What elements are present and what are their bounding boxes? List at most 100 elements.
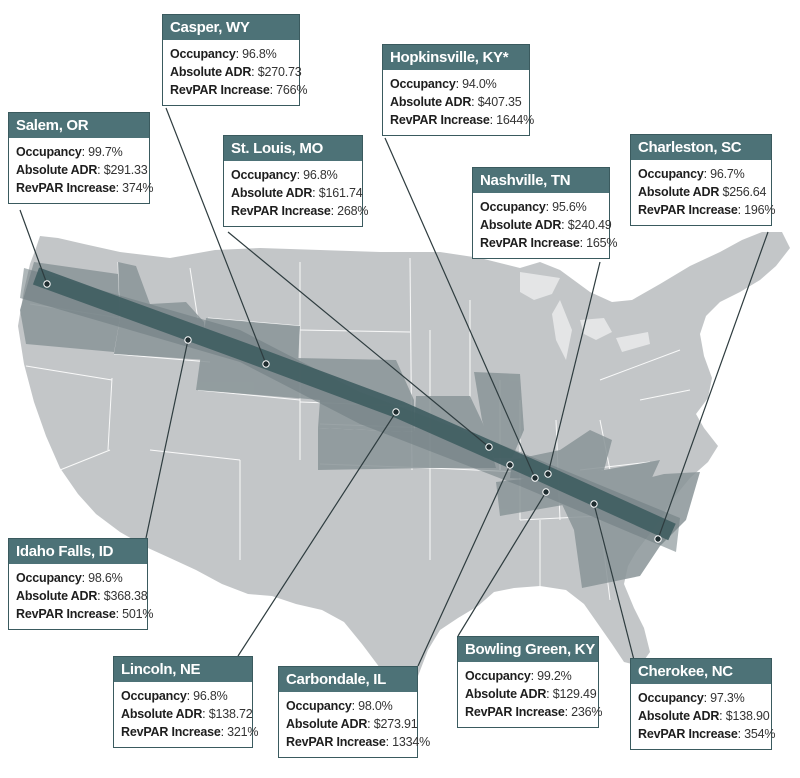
occupancy-label: Occupancy <box>638 691 704 705</box>
state-illinois <box>474 372 524 458</box>
marker-nashville <box>544 470 552 478</box>
marker-casper <box>262 360 270 368</box>
revpar-label: RevPAR Increase <box>390 113 490 127</box>
city-name: Charleston, SC <box>631 135 771 160</box>
adr-label: Absolute ADR <box>638 709 720 723</box>
occupancy-label: Occupancy <box>231 168 297 182</box>
occupancy-value: 96.7% <box>710 167 745 181</box>
occupancy-value: 96.8% <box>193 689 228 703</box>
marker-cherokee <box>590 500 598 508</box>
marker-carbondale <box>506 461 514 469</box>
city-name: Cherokee, NC <box>631 659 771 684</box>
occupancy-label: Occupancy <box>16 145 82 159</box>
city-name: Nashville, TN <box>473 168 609 193</box>
adr-value: $368.38 <box>103 589 148 603</box>
adr-value: $138.72 <box>208 707 253 721</box>
adr-label: Absolute ADR <box>16 589 98 603</box>
marker-bowlinggreen <box>542 488 550 496</box>
revpar-label: RevPAR Increase <box>465 705 565 719</box>
adr-value: $270.73 <box>257 65 302 79</box>
adr-value: $129.49 <box>552 687 597 701</box>
city-card-stlouis: St. Louis, MO Occupancy: 96.8% Absolute … <box>223 135 369 227</box>
leader-lines <box>19 107 769 667</box>
adr-label: Absolute ADR <box>286 717 368 731</box>
adr-label: Absolute ADR <box>16 163 98 177</box>
adr-value: $161.74 <box>318 186 363 200</box>
city-name: Salem, OR <box>9 113 149 138</box>
city-card-carbondale: Carbondale, IL Occupancy: 98.0% Absolute… <box>278 666 430 758</box>
city-markers <box>43 280 662 543</box>
city-card-cherokee: Cherokee, NC Occupancy: 97.3% Absolute A… <box>630 658 776 750</box>
adr-value: $138.90 <box>725 709 770 723</box>
marker-charleston <box>654 535 662 543</box>
occupancy-label: Occupancy <box>465 669 531 683</box>
occupancy-value: 98.0% <box>358 699 393 713</box>
occupancy-value: 99.2% <box>537 669 572 683</box>
revpar-value: 1334% <box>392 735 431 749</box>
great-lakes <box>520 272 650 360</box>
adr-value: $256.64 <box>722 185 767 199</box>
occupancy-label: Occupancy <box>16 571 82 585</box>
adr-label: Absolute ADR <box>170 65 252 79</box>
city-name: Carbondale, IL <box>279 667 417 692</box>
city-card-charleston: Charleston, SC Occupancy: 96.7% Absolute… <box>630 134 776 226</box>
revpar-value: 501% <box>122 607 154 621</box>
occupancy-label: Occupancy <box>170 47 236 61</box>
city-name: Bowling Green, KY <box>458 637 598 662</box>
city-card-salem: Salem, OR Occupancy: 99.7% Absolute ADR:… <box>8 112 154 204</box>
occupancy-value: 97.3% <box>710 691 745 705</box>
occupancy-value: 94.0% <box>462 77 497 91</box>
city-card-nashville: Nashville, TN Occupancy: 95.6% Absolute … <box>472 167 618 259</box>
marker-idahofalls <box>184 336 192 344</box>
revpar-label: RevPAR Increase <box>480 236 580 250</box>
adr-label: Absolute ADR <box>638 185 720 199</box>
revpar-label: RevPAR Increase <box>231 204 331 218</box>
adr-label: Absolute ADR <box>390 95 472 109</box>
city-name: St. Louis, MO <box>224 136 362 161</box>
occupancy-label: Occupancy <box>121 689 187 703</box>
city-name: Hopkinsville, KY* <box>383 45 529 70</box>
marker-salem <box>43 280 51 288</box>
occupancy-value: 99.7% <box>88 145 123 159</box>
occupancy-value: 96.8% <box>303 168 338 182</box>
city-card-lincoln: Lincoln, NE Occupancy: 96.8% Absolute AD… <box>113 656 259 748</box>
revpar-value: 321% <box>227 725 259 739</box>
revpar-label: RevPAR Increase <box>170 83 270 97</box>
revpar-label: RevPAR Increase <box>16 181 116 195</box>
revpar-label: RevPAR Increase <box>16 607 116 621</box>
occupancy-value: 98.6% <box>88 571 123 585</box>
city-name: Idaho Falls, ID <box>9 539 147 564</box>
adr-label: Absolute ADR <box>480 218 562 232</box>
marker-stlouis <box>485 443 493 451</box>
adr-value: $291.33 <box>103 163 148 177</box>
adr-value: $240.49 <box>567 218 612 232</box>
revpar-value: 354% <box>744 727 776 741</box>
revpar-value: 236% <box>571 705 603 719</box>
adr-label: Absolute ADR <box>121 707 203 721</box>
occupancy-label: Occupancy <box>390 77 456 91</box>
marker-lincoln <box>392 408 400 416</box>
occupancy-label: Occupancy <box>480 200 546 214</box>
city-card-casper: Casper, WY Occupancy: 96.8% Absolute ADR… <box>162 14 308 106</box>
revpar-label: RevPAR Increase <box>286 735 386 749</box>
adr-label: Absolute ADR <box>465 687 547 701</box>
revpar-label: RevPAR Increase <box>638 727 738 741</box>
adr-value: $407.35 <box>477 95 522 109</box>
marker-hopkinsville <box>531 474 539 482</box>
occupancy-value: 95.6% <box>552 200 587 214</box>
adr-value: $273.91 <box>373 717 418 731</box>
occupancy-value: 96.8% <box>242 47 277 61</box>
revpar-value: 766% <box>276 83 308 97</box>
city-card-hopkinsville: Hopkinsville, KY* Occupancy: 94.0% Absol… <box>382 44 534 136</box>
city-name: Casper, WY <box>163 15 299 40</box>
adr-label: Absolute ADR <box>231 186 313 200</box>
occupancy-label: Occupancy <box>638 167 704 181</box>
revpar-value: 1644% <box>496 113 535 127</box>
revpar-value: 196% <box>744 203 776 217</box>
revpar-label: RevPAR Increase <box>121 725 221 739</box>
city-card-bowlinggreen: Bowling Green, KY Occupancy: 99.2% Absol… <box>457 636 603 728</box>
city-card-idahofalls: Idaho Falls, ID Occupancy: 98.6% Absolut… <box>8 538 154 630</box>
revpar-value: 268% <box>337 204 369 218</box>
eclipse-path-center <box>32 267 676 541</box>
